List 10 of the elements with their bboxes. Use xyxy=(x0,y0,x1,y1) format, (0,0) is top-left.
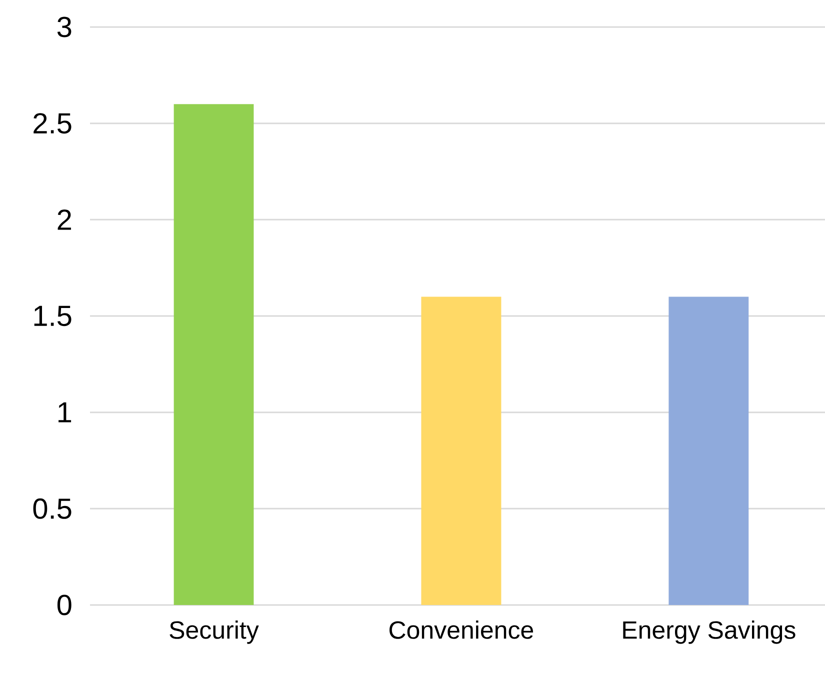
y-tick-label: 2 xyxy=(58,210,72,230)
y-tick-label: 1 xyxy=(58,402,72,422)
y-tick-label: 0.5 xyxy=(33,498,72,519)
x-tick-label: Security xyxy=(170,620,259,644)
x-tick-label: Convenience xyxy=(390,620,534,639)
y-tick-label: 0 xyxy=(57,594,72,616)
y-tick-label: 3 xyxy=(57,16,72,38)
y-tick-label: 1.5 xyxy=(34,306,72,326)
x-tick-label: Energy Savings xyxy=(623,620,796,644)
y-tick-label: 2.5 xyxy=(34,113,72,134)
